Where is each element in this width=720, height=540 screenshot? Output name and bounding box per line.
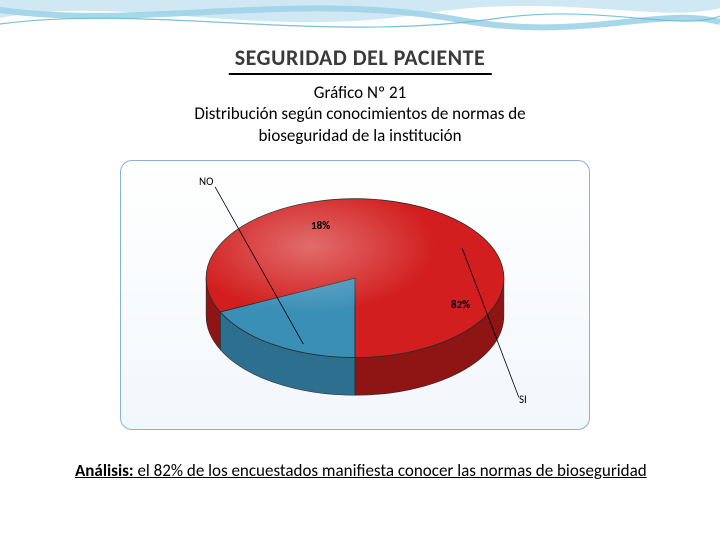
title-bar: SEGURIDAD DEL PACIENTE (229, 44, 492, 75)
chart-frame: NO 18% 82% SI (120, 160, 590, 430)
analysis-label: Análisis: (75, 460, 134, 481)
analysis-block: Análisis: el 82% de los encuestados mani… (75, 460, 655, 482)
analysis-body: el 82% de los encuestados manifiesta con… (134, 460, 647, 481)
legend-no: NO (199, 175, 213, 188)
slice-label-no: 18% (311, 219, 330, 232)
slide: SEGURIDAD DEL PACIENTE Gráfico Nº 21 Dis… (0, 0, 720, 540)
subtitle-line3: bioseguridad de la institución (194, 125, 525, 146)
subtitle-line2: Distribución según conocimientos de norm… (194, 103, 525, 124)
legend-si: SI (519, 393, 527, 406)
subtitle-line1: Gráfico Nº 21 (194, 82, 525, 103)
chart-subtitle: Gráfico Nº 21 Distribución según conocim… (194, 82, 525, 146)
page-title: SEGURIDAD DEL PACIENTE (235, 44, 486, 71)
pie-chart (121, 161, 589, 429)
slice-label-si: 82% (451, 298, 470, 311)
